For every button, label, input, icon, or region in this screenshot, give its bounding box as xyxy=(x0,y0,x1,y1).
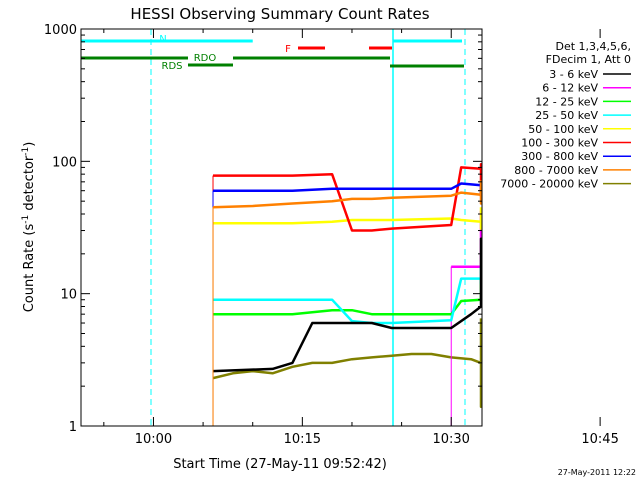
legend-label: 3 - 6 keV xyxy=(549,68,598,81)
y-tick-label: 10 xyxy=(60,288,77,303)
series-line-12-25-kev xyxy=(213,278,483,316)
legend-label: 7000 - 20000 keV xyxy=(500,178,598,191)
legend-label: 25 - 50 keV xyxy=(535,109,598,122)
legend-header: Det 1,3,4,5,6, xyxy=(555,40,631,53)
plot-area: N RDO RDS F xyxy=(81,29,483,426)
flare-label: F xyxy=(285,44,291,55)
y-tick-label: 1 xyxy=(69,420,77,435)
legend-label: 12 - 25 keV xyxy=(535,95,598,108)
plot-frame xyxy=(80,28,483,427)
series-line-100-300-kev xyxy=(213,163,483,232)
x-tick-label: 10:45 xyxy=(581,432,618,447)
y-axis: 1 10 100 1000 xyxy=(44,23,482,435)
legend-label: 50 - 100 keV xyxy=(528,123,598,136)
y-axis-label-sup: -1 xyxy=(21,147,31,156)
y-axis-label-part: ) xyxy=(22,142,37,147)
y-axis-label-part: Count Rate (s xyxy=(22,224,37,313)
plot-timestamp: 27-May-2011 12:22 xyxy=(558,468,636,477)
y-axis-label-sup: -1 xyxy=(21,215,31,224)
y-tick-label: 100 xyxy=(52,155,77,170)
legend-label: 6 - 12 keV xyxy=(542,82,598,95)
series-line-300-800-kev xyxy=(213,180,483,194)
chart-title: HESSI Observing Summary Count Rates xyxy=(130,5,429,23)
night-label: N xyxy=(159,34,166,45)
x-axis-label: Start Time (27-May-11 09:52:42) xyxy=(173,457,387,472)
series-line-50-100-kev xyxy=(213,207,483,230)
series-line-3-6-kev xyxy=(212,237,483,373)
x-tick-label: 10:15 xyxy=(284,432,321,447)
series-line-7000-20000-kev xyxy=(212,318,483,408)
legend-label: 300 - 800 keV xyxy=(521,150,598,163)
legend-label: 100 - 300 keV xyxy=(521,137,598,150)
legend-header: FDecim 1, Att 0 xyxy=(546,53,631,66)
series-line-800-7000-kev xyxy=(212,180,483,209)
rds-label: RDS xyxy=(162,61,183,72)
y-axis-label-part: detector xyxy=(22,155,37,215)
legend: Det 1,3,4,5,6,FDecim 1, Att 0 3 - 6 keV6 … xyxy=(500,40,631,191)
legend-label: 800 - 7000 keV xyxy=(514,164,598,177)
y-tick-label: 1000 xyxy=(44,23,77,38)
x-tick-label: 10:00 xyxy=(135,432,172,447)
x-tick-label: 10:30 xyxy=(432,432,469,447)
rdo-label: RDO xyxy=(194,53,217,64)
y-axis-label: Count Rate (s-1 detector-1) xyxy=(21,142,37,313)
